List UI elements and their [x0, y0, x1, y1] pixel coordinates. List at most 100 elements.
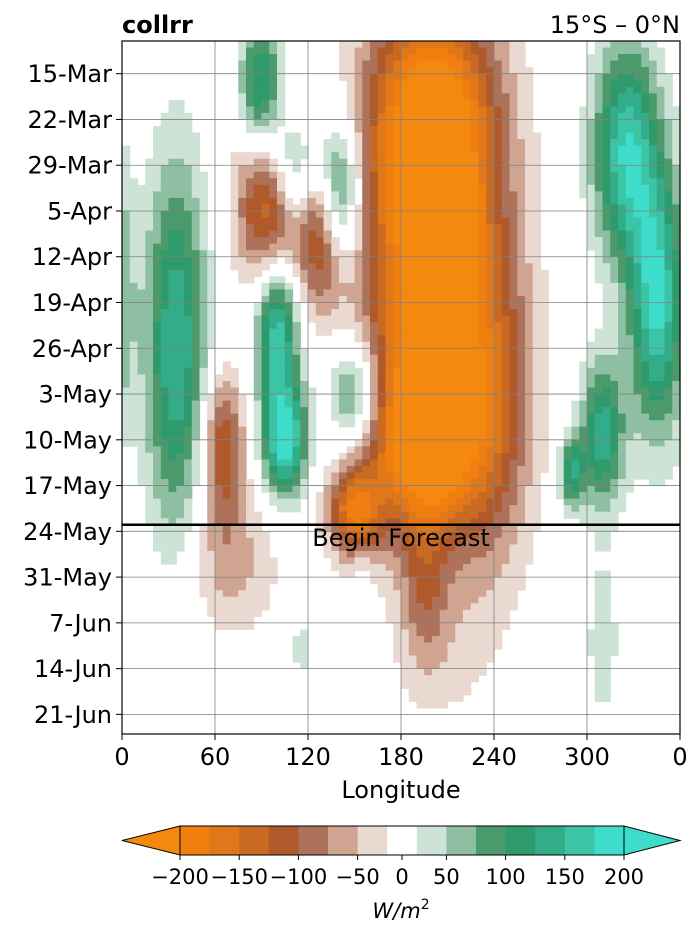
field-cell — [191, 289, 201, 297]
field-cell — [339, 570, 348, 578]
field-cell — [292, 459, 301, 467]
field-cell — [269, 426, 278, 434]
field-cell — [478, 374, 487, 382]
field-cell — [253, 152, 263, 160]
field-cell — [501, 302, 511, 310]
field-cell — [664, 354, 673, 362]
field-cell — [207, 505, 216, 513]
field-cell — [207, 596, 216, 604]
field-cell — [579, 433, 588, 441]
field-cell — [439, 498, 449, 506]
field-cell — [277, 210, 286, 219]
field-cell — [362, 479, 371, 487]
field-cell — [199, 250, 208, 258]
field-cell — [238, 197, 247, 206]
field-cell — [331, 204, 340, 212]
field-cell — [587, 367, 596, 376]
field-cell — [408, 629, 418, 637]
field-cell — [478, 315, 487, 323]
field-cell — [610, 380, 619, 389]
field-cell — [478, 145, 487, 153]
field-cell — [610, 237, 619, 245]
field-cell — [432, 184, 441, 192]
field-cell — [517, 295, 526, 304]
field-cell — [494, 433, 503, 441]
field-cell — [447, 210, 456, 219]
field-cell — [191, 302, 201, 310]
field-cell — [610, 224, 619, 232]
field-cell — [238, 577, 247, 585]
field-cell — [470, 204, 480, 212]
field-cell — [261, 531, 270, 539]
field-cell — [401, 465, 410, 474]
field-cell — [129, 269, 139, 277]
field-cell — [439, 537, 449, 546]
field-cell — [525, 335, 534, 343]
field-cell — [145, 492, 154, 500]
field-cell — [432, 54, 441, 62]
field-cell — [191, 243, 201, 251]
field-cell — [625, 413, 635, 421]
field-cell — [625, 341, 635, 349]
field-cell — [122, 367, 131, 376]
field-cell — [184, 250, 193, 258]
field-cell — [610, 184, 619, 192]
field-cell — [587, 446, 596, 454]
field-cell — [238, 224, 247, 232]
field-cell — [269, 230, 278, 238]
field-cell — [509, 322, 518, 330]
field-cell — [354, 531, 363, 539]
field-cell — [284, 446, 294, 454]
field-cell — [633, 47, 642, 55]
field-cell — [277, 426, 286, 434]
field-cell — [401, 407, 410, 415]
field-cell — [168, 407, 177, 415]
field-cell — [408, 145, 418, 153]
field-cell — [122, 295, 131, 304]
field-cell — [509, 191, 518, 199]
field-cell — [625, 184, 635, 192]
field-cell — [587, 191, 596, 199]
field-cell — [191, 197, 201, 206]
field-cell — [339, 400, 348, 408]
field-cell — [331, 282, 340, 291]
field-cell — [633, 335, 642, 343]
field-cell — [571, 452, 580, 461]
field-cell — [153, 328, 162, 336]
field-cell — [246, 152, 255, 160]
field-cell — [517, 485, 526, 493]
field-cell — [315, 531, 325, 539]
field-cell — [439, 439, 449, 447]
field-cell — [377, 67, 387, 75]
field-cell — [656, 73, 666, 81]
field-cell — [633, 230, 642, 238]
field-cell — [385, 256, 394, 264]
colorbar-segment — [209, 826, 240, 855]
field-cell — [393, 374, 402, 382]
field-cell — [129, 328, 139, 336]
field-cell — [401, 537, 410, 546]
field-cell — [261, 452, 270, 461]
field-cell — [656, 243, 666, 251]
field-cell — [439, 629, 449, 637]
field-cell — [253, 603, 263, 611]
field-cell — [323, 544, 332, 552]
field-cell — [439, 518, 449, 526]
field-cell — [199, 564, 208, 572]
field-cell — [401, 86, 410, 94]
field-cell — [315, 518, 325, 526]
field-cell — [594, 243, 604, 251]
field-cell — [587, 217, 596, 225]
field-cell — [494, 407, 503, 415]
field-cell — [594, 596, 604, 604]
field-cell — [509, 119, 518, 127]
field-cell — [439, 80, 449, 88]
field-cell — [432, 289, 441, 297]
field-cell — [618, 302, 627, 310]
field-cell — [346, 41, 356, 49]
field-cell — [377, 295, 387, 304]
field-cell — [494, 171, 503, 179]
field-cell — [602, 165, 611, 173]
field-cell — [540, 413, 549, 421]
field-cell — [641, 380, 650, 389]
